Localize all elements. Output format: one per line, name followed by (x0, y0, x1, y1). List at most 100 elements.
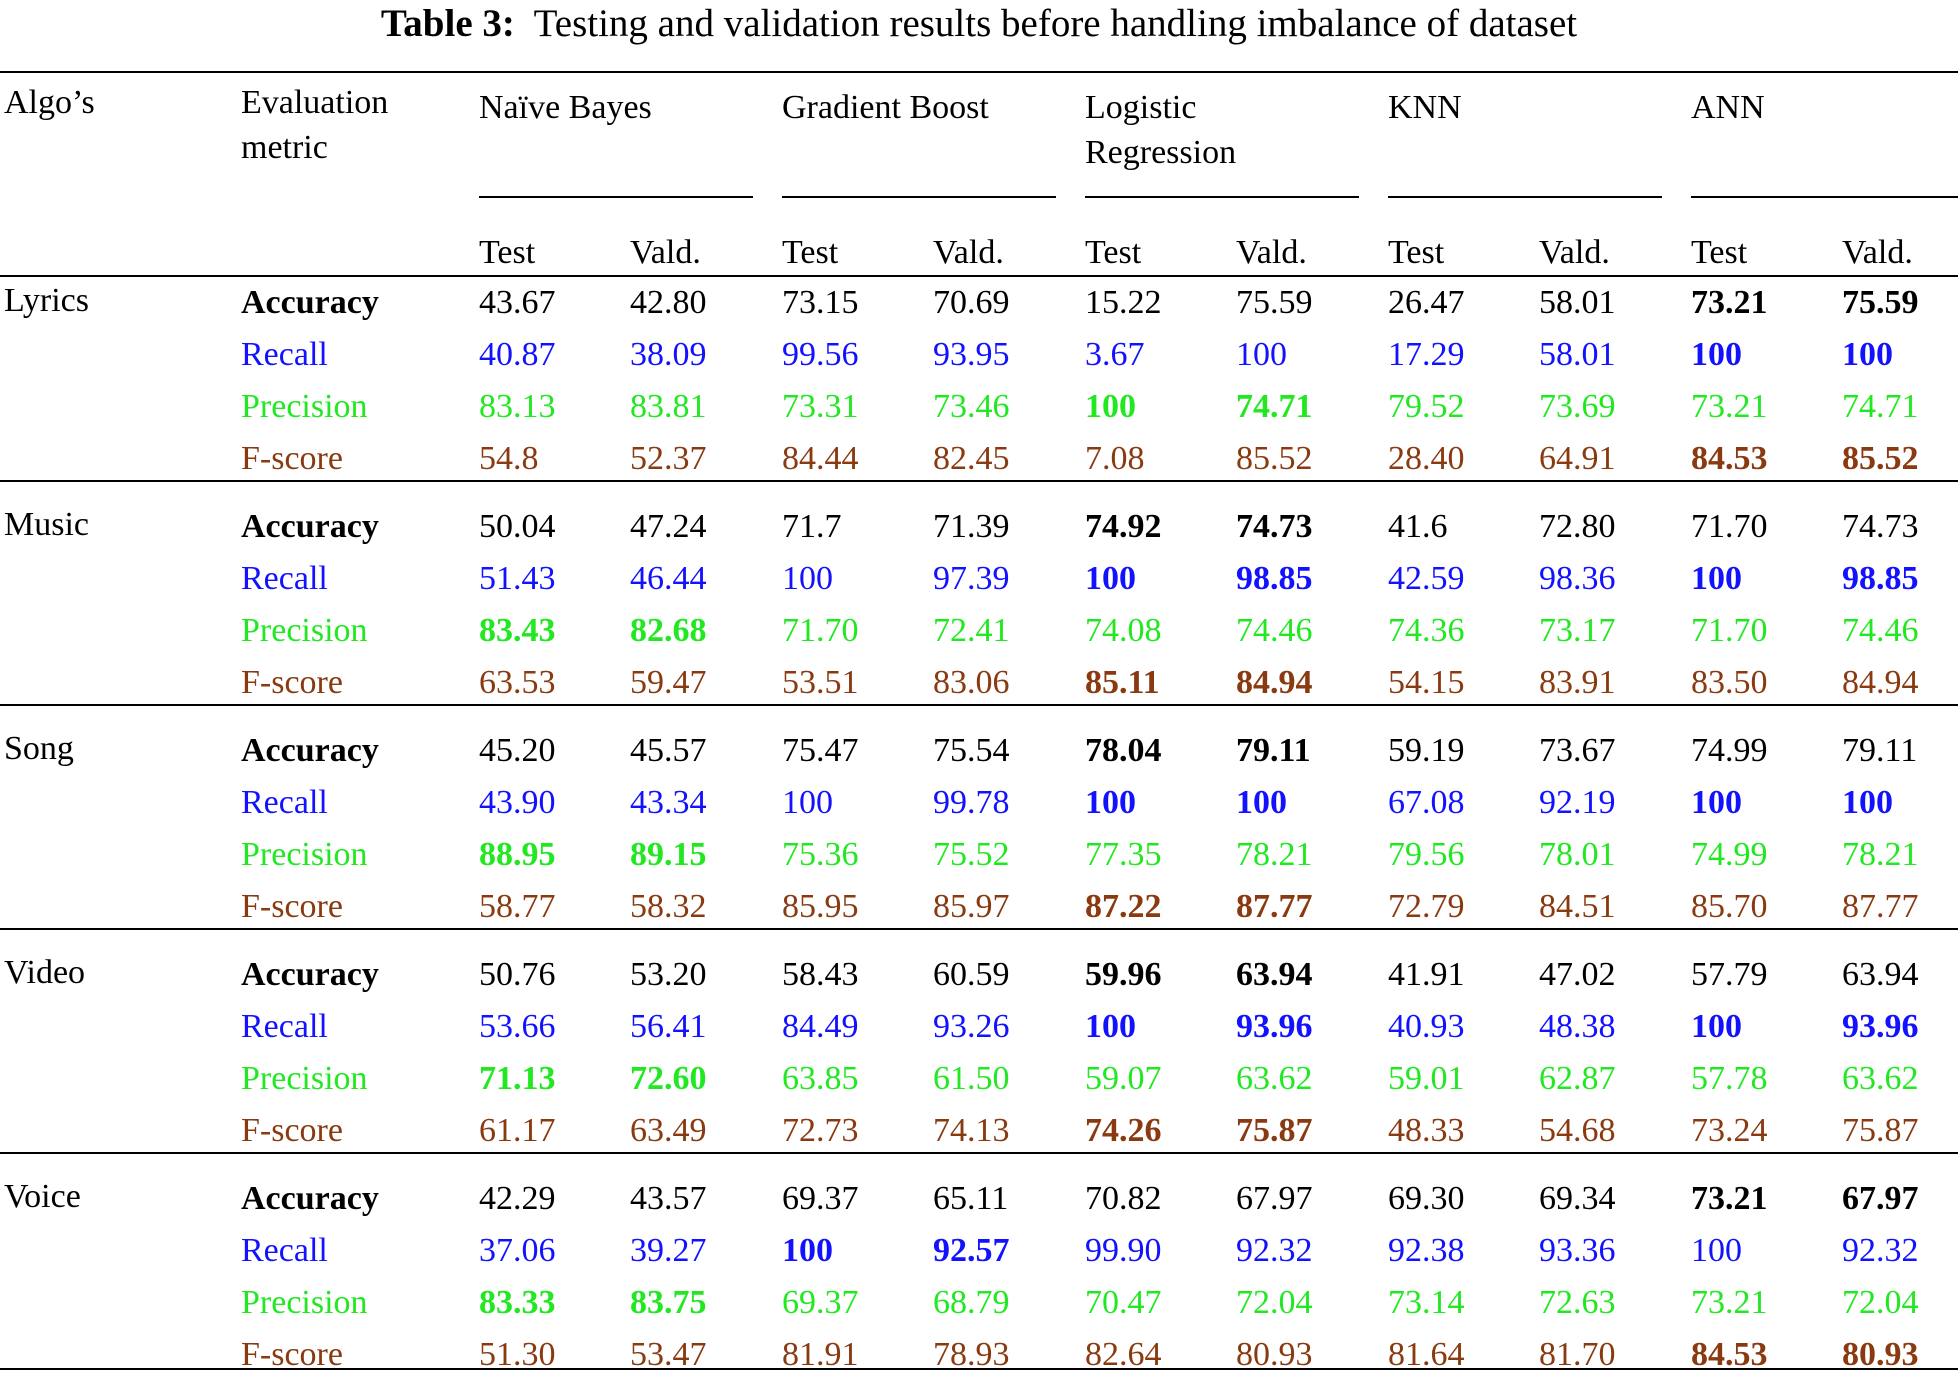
value-cell: 100 (1085, 784, 1136, 821)
value-cell: 53.66 (479, 1008, 556, 1045)
value-cell: 61.17 (479, 1112, 556, 1149)
value-cell: 83.75 (630, 1284, 707, 1321)
value-cell: 72.04 (1842, 1284, 1919, 1321)
value-cell: 79.52 (1388, 388, 1465, 425)
value-cell: 93.26 (933, 1008, 1010, 1045)
value-cell: 40.87 (479, 336, 556, 373)
table-caption: Table 3: Testing and validation results … (0, 0, 1958, 50)
value-cell: 82.64 (1085, 1336, 1162, 1373)
group-separator-rule (0, 480, 1958, 482)
value-cell: 41.91 (1388, 956, 1465, 993)
value-cell: 42.59 (1388, 560, 1465, 597)
value-cell: 43.57 (630, 1180, 707, 1217)
header-model-ann: ANN (1691, 89, 1765, 126)
value-cell: 73.24 (1691, 1112, 1768, 1149)
value-cell: 42.29 (479, 1180, 556, 1217)
metric-label-recall: Recall (241, 560, 328, 597)
value-cell: 72.79 (1388, 888, 1465, 925)
value-cell: 75.47 (782, 732, 859, 769)
value-cell: 100 (1691, 784, 1742, 821)
group-rule-gradient-boost (782, 196, 1056, 198)
value-cell: 78.21 (1842, 836, 1919, 873)
value-cell: 63.62 (1842, 1060, 1919, 1097)
metric-label-f-score: F-score (241, 888, 343, 925)
value-cell: 46.44 (630, 560, 707, 597)
value-cell: 100 (782, 784, 833, 821)
value-cell: 43.67 (479, 284, 556, 321)
subheader-logistic-regression-test: Test (1085, 234, 1142, 271)
subheader-naive-bayes-vald: Vald. (630, 234, 701, 271)
value-cell: 73.31 (782, 388, 859, 425)
subheader-logistic-regression-vald: Vald. (1236, 234, 1307, 271)
value-cell: 47.24 (630, 508, 707, 545)
value-cell: 88.95 (479, 836, 556, 873)
value-cell: 43.90 (479, 784, 556, 821)
value-cell: 75.36 (782, 836, 859, 873)
value-cell: 100 (1236, 784, 1287, 821)
value-cell: 83.33 (479, 1284, 556, 1321)
metric-label-precision: Precision (241, 836, 368, 873)
value-cell: 97.39 (933, 560, 1010, 597)
value-cell: 81.64 (1388, 1336, 1465, 1373)
value-cell: 58.32 (630, 888, 707, 925)
value-cell: 83.13 (479, 388, 556, 425)
group-separator-rule (0, 1152, 1958, 1154)
value-cell: 99.78 (933, 784, 1010, 821)
value-cell: 74.73 (1842, 508, 1919, 545)
value-cell: 80.93 (1842, 1336, 1919, 1373)
value-cell: 58.43 (782, 956, 859, 993)
value-cell: 93.36 (1539, 1232, 1616, 1269)
value-cell: 84.49 (782, 1008, 859, 1045)
metric-label-f-score: F-score (241, 1112, 343, 1149)
value-cell: 74.46 (1842, 612, 1919, 649)
value-cell: 37.06 (479, 1232, 556, 1269)
value-cell: 74.92 (1085, 508, 1162, 545)
value-cell: 63.62 (1236, 1060, 1313, 1097)
value-cell: 73.69 (1539, 388, 1616, 425)
value-cell: 69.30 (1388, 1180, 1465, 1217)
value-cell: 82.68 (630, 612, 707, 649)
value-cell: 54.15 (1388, 664, 1465, 701)
value-cell: 74.71 (1236, 388, 1313, 425)
value-cell: 80.93 (1236, 1336, 1313, 1373)
value-cell: 72.60 (630, 1060, 707, 1097)
value-cell: 48.33 (1388, 1112, 1465, 1149)
value-cell: 85.52 (1236, 440, 1313, 477)
value-cell: 87.77 (1236, 888, 1313, 925)
value-cell: 59.07 (1085, 1060, 1162, 1097)
value-cell: 84.94 (1842, 664, 1919, 701)
value-cell: 63.53 (479, 664, 556, 701)
value-cell: 84.44 (782, 440, 859, 477)
value-cell: 84.94 (1236, 664, 1313, 701)
value-cell: 39.27 (630, 1232, 707, 1269)
value-cell: 73.14 (1388, 1284, 1465, 1321)
value-cell: 53.47 (630, 1336, 707, 1373)
value-cell: 85.97 (933, 888, 1010, 925)
value-cell: 84.53 (1691, 1336, 1768, 1373)
value-cell: 73.15 (782, 284, 859, 321)
value-cell: 41.6 (1388, 508, 1448, 545)
value-cell: 99.90 (1085, 1232, 1162, 1269)
value-cell: 73.46 (933, 388, 1010, 425)
group-rule-ann (1691, 196, 1958, 198)
metric-label-recall: Recall (241, 1232, 328, 1269)
group-name-song: Song (4, 730, 74, 767)
subheader-knn-vald: Vald. (1539, 234, 1610, 271)
value-cell: 72.04 (1236, 1284, 1313, 1321)
value-cell: 67.08 (1388, 784, 1465, 821)
value-cell: 87.22 (1085, 888, 1162, 925)
subheader-gradient-boost-test: Test (782, 234, 839, 271)
group-name-voice: Voice (4, 1178, 81, 1215)
value-cell: 100 (1842, 784, 1893, 821)
value-cell: 73.21 (1691, 284, 1768, 321)
value-cell: 26.47 (1388, 284, 1465, 321)
value-cell: 17.29 (1388, 336, 1465, 373)
value-cell: 67.97 (1236, 1180, 1313, 1217)
value-cell: 79.11 (1236, 732, 1311, 769)
metric-label-recall: Recall (241, 1008, 328, 1045)
value-cell: 65.11 (933, 1180, 1009, 1217)
value-cell: 71.70 (782, 612, 859, 649)
value-cell: 71.70 (1691, 508, 1768, 545)
value-cell: 93.96 (1236, 1008, 1313, 1045)
metric-label-accuracy: Accuracy (241, 284, 379, 321)
